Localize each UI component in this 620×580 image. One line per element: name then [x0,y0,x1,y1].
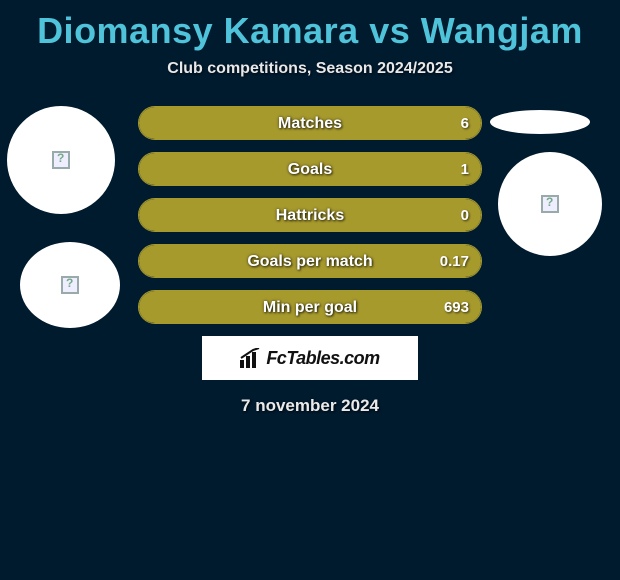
player-right-avatar-2 [498,152,602,256]
stat-row-hattricks: Hattricks 0 [138,198,482,232]
stat-label: Goals per match [139,245,481,278]
stat-value-right: 1 [461,153,469,186]
date-text: 7 november 2024 [0,396,620,416]
placeholder-image-icon [52,151,70,169]
stat-value-right: 0 [461,199,469,232]
stat-bars: Matches 6 Goals 1 Hattricks 0 Goals per … [138,106,482,324]
bar-chart-icon [240,348,262,368]
stat-row-goals: Goals 1 [138,152,482,186]
brand-text: FcTables.com [266,348,379,369]
placeholder-image-icon [541,195,559,213]
stat-label: Goals [139,153,481,186]
stat-label: Matches [139,107,481,140]
player-left-avatar-2 [20,242,120,328]
stat-value-right: 693 [444,291,469,324]
player-left-avatar-1 [7,106,115,214]
stat-row-goals-per-match: Goals per match 0.17 [138,244,482,278]
page-title: Diomansy Kamara vs Wangjam [0,0,620,52]
comparison-area: Matches 6 Goals 1 Hattricks 0 Goals per … [0,106,620,416]
stat-label: Min per goal [139,291,481,324]
stat-row-matches: Matches 6 [138,106,482,140]
stat-row-min-per-goal: Min per goal 693 [138,290,482,324]
stat-value-right: 6 [461,107,469,140]
player-right-avatar-1 [490,110,590,134]
brand-badge: FcTables.com [202,336,418,380]
placeholder-image-icon [61,276,79,294]
page-subtitle: Club competitions, Season 2024/2025 [0,60,620,78]
stat-label: Hattricks [139,199,481,232]
stat-value-right: 0.17 [440,245,469,278]
